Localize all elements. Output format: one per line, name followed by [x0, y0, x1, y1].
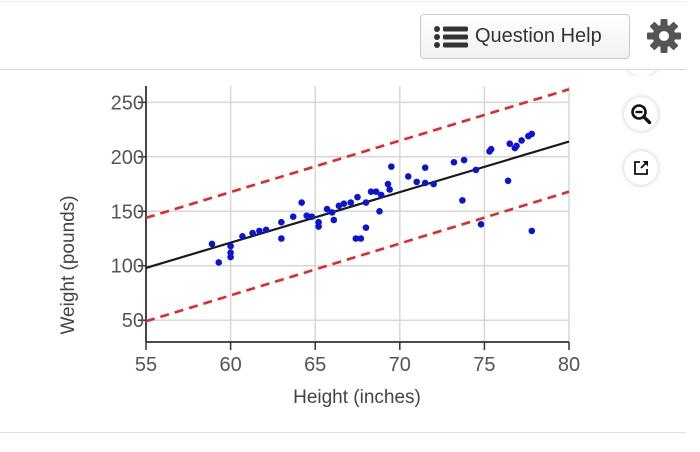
data-point — [384, 180, 392, 188]
data-point — [460, 156, 468, 164]
data-point — [487, 145, 495, 153]
list-icon — [434, 25, 468, 48]
grid — [145, 86, 570, 342]
data-point — [430, 180, 437, 188]
data-point — [472, 166, 480, 174]
gear-icon[interactable] — [645, 17, 683, 55]
data-point — [323, 205, 331, 213]
data-point — [352, 235, 360, 242]
x-tick-label: 65 — [304, 354, 326, 376]
x-tick-label: 80 — [558, 354, 580, 376]
regression-lines — [145, 88, 570, 323]
external-link-icon — [634, 160, 649, 175]
data-point — [298, 199, 305, 206]
zoom-out-button[interactable] — [624, 97, 658, 131]
top-toolbar: Question Help — [0, 0, 700, 70]
data-point — [506, 140, 514, 148]
y-tick-label: 150 — [111, 201, 144, 223]
data-point — [239, 233, 246, 240]
data-point — [528, 227, 536, 235]
data-point — [303, 212, 311, 219]
data-point — [289, 213, 297, 221]
data-points — [208, 130, 536, 266]
data-point — [278, 235, 285, 242]
x-tick-label: 55 — [135, 354, 157, 376]
question-help-button[interactable]: Question Help — [420, 14, 630, 59]
data-point — [262, 226, 270, 234]
data-point — [388, 163, 395, 170]
data-point — [215, 259, 223, 266]
tick-labels: 55 60 65 70 75 80 50 100 150 200 250 — [111, 92, 581, 376]
data-point — [340, 200, 348, 207]
x-tick-label: 70 — [389, 354, 411, 376]
lower-bound-line — [145, 190, 570, 323]
data-point — [386, 186, 393, 193]
data-point — [227, 242, 234, 250]
data-point — [227, 253, 234, 261]
data-point — [459, 197, 466, 204]
data-point — [518, 137, 525, 144]
zoom-in-button[interactable] — [622, 70, 662, 76]
data-point — [377, 191, 385, 199]
data-point — [249, 229, 256, 237]
data-point — [376, 207, 383, 215]
data-point — [328, 209, 336, 216]
data-point — [362, 199, 370, 206]
data-point — [308, 213, 316, 221]
data-point — [362, 224, 370, 231]
y-tick-label: 250 — [111, 92, 144, 114]
popout-button[interactable] — [624, 151, 658, 185]
scatter-chart: 55 60 65 70 75 80 50 100 150 200 250 Height (inche… — [58, 86, 581, 408]
question-help-label: Question Help — [475, 25, 602, 47]
zoom-out-icon — [631, 104, 652, 125]
data-point — [335, 202, 343, 210]
data-point — [347, 199, 355, 206]
y-tick-label: 200 — [111, 147, 144, 169]
bottom-divider — [0, 432, 686, 433]
x-tick-label: 75 — [473, 354, 495, 376]
data-point — [404, 173, 412, 180]
data-point — [513, 142, 520, 150]
data-point — [354, 193, 361, 201]
data-point — [357, 235, 365, 242]
upper-bound-line — [145, 88, 570, 220]
data-point — [413, 178, 421, 186]
y-tick-label: 50 — [122, 310, 144, 332]
data-point — [315, 223, 322, 230]
y-axis-title: Weight (pounds) — [58, 195, 79, 334]
data-point — [421, 164, 429, 172]
regression-line — [145, 140, 570, 269]
data-point — [278, 218, 285, 226]
data-point — [421, 179, 429, 187]
y-tick-label: 100 — [111, 256, 144, 278]
data-point — [330, 216, 338, 224]
data-point — [372, 188, 380, 195]
top-border — [0, 1, 686, 2]
toolbar-divider — [0, 69, 686, 70]
axes — [138, 86, 570, 350]
data-point — [450, 158, 458, 166]
data-point — [528, 130, 536, 138]
x-tick-label: 60 — [219, 354, 241, 376]
data-point — [256, 227, 263, 235]
data-point — [504, 177, 512, 185]
data-point — [208, 240, 216, 248]
data-point — [367, 188, 375, 195]
x-axis-title: Height (inches) — [293, 387, 421, 408]
data-point — [477, 221, 485, 228]
